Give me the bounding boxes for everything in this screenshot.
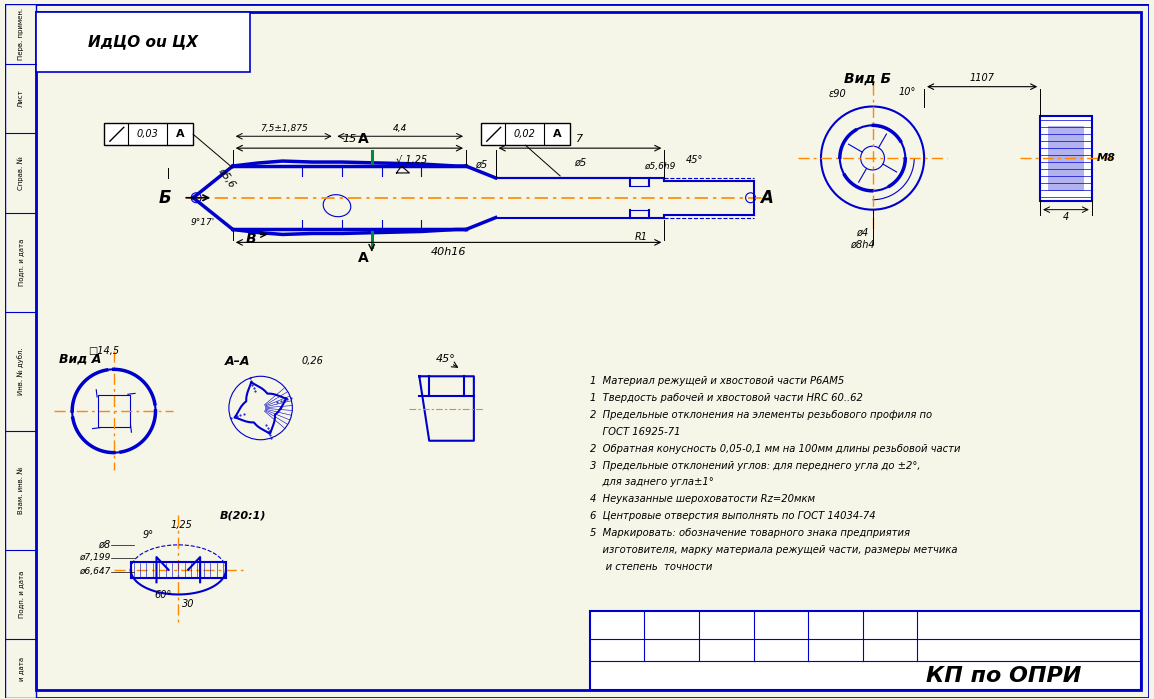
Text: Б: Б bbox=[159, 189, 171, 207]
Text: изготовителя, марку материала режущей части, размеры метчика: изготовителя, марку материала режущей ча… bbox=[590, 545, 958, 555]
Text: 10°: 10° bbox=[899, 87, 916, 96]
Text: ø8h4: ø8h4 bbox=[850, 239, 875, 250]
Text: 2  Обратная конусность 0,05-0,1 мм на 100мм длины резьбовой части: 2 Обратная конусность 0,05-0,1 мм на 100… bbox=[590, 444, 960, 454]
Text: Вид Б: Вид Б bbox=[844, 72, 891, 86]
Text: ГОСТ 16925-71: ГОСТ 16925-71 bbox=[590, 427, 681, 437]
Text: Инв. № дубл.: Инв. № дубл. bbox=[17, 347, 24, 395]
Text: 15: 15 bbox=[343, 134, 357, 144]
Text: 40h16: 40h16 bbox=[430, 247, 466, 257]
Text: КП по ОПРИ: КП по ОПРИ bbox=[926, 665, 1081, 686]
Text: ИдЦО оu ЦХ: ИдЦО оu ЦХ bbox=[88, 34, 197, 50]
Text: A: A bbox=[359, 132, 369, 146]
Text: для заднего угла±1°: для заднего угла±1° bbox=[590, 477, 713, 487]
Text: 60°: 60° bbox=[155, 589, 172, 600]
Text: ø7,199: ø7,199 bbox=[80, 554, 111, 562]
Text: и дата: и дата bbox=[17, 657, 23, 681]
Bar bbox=[1040, 117, 1092, 201]
Text: 5  Маркировать: обозначение товарного знака предприятия: 5 Маркировать: обозначение товарного зна… bbox=[590, 528, 909, 538]
Text: 3  Предельные отклонений углов: для переднего угла до ±2°,: 3 Предельные отклонений углов: для перед… bbox=[590, 461, 921, 470]
Text: Подп. и дата: Подп. и дата bbox=[17, 238, 23, 286]
Text: 0,26: 0,26 bbox=[301, 356, 323, 366]
Text: 1107: 1107 bbox=[969, 73, 995, 82]
Text: А–А: А–А bbox=[225, 355, 250, 368]
Text: 9°: 9° bbox=[143, 530, 155, 540]
Text: □14,5: □14,5 bbox=[89, 347, 120, 356]
Text: В(20:1): В(20:1) bbox=[219, 510, 267, 520]
Text: и степень  точности: и степень точности bbox=[590, 562, 712, 572]
Text: A: A bbox=[760, 189, 773, 207]
Text: A: A bbox=[359, 252, 369, 266]
Text: 45°: 45° bbox=[436, 354, 456, 364]
Text: √ 1,25: √ 1,25 bbox=[396, 155, 427, 165]
Text: 1  Твердость рабочей и хвостовой части HRC 60..62: 1 Твердость рабочей и хвостовой части HR… bbox=[590, 393, 863, 403]
Text: 4: 4 bbox=[1063, 212, 1069, 222]
Text: В: В bbox=[246, 233, 256, 247]
Text: 45°: 45° bbox=[685, 155, 703, 165]
Text: 30: 30 bbox=[182, 600, 195, 610]
Text: Справ. №: Справ. № bbox=[17, 156, 24, 190]
Text: ø8: ø8 bbox=[98, 540, 111, 550]
Text: Лист: Лист bbox=[17, 89, 23, 108]
Text: 7: 7 bbox=[576, 134, 584, 144]
Text: ø5: ø5 bbox=[574, 158, 586, 168]
Text: Подп. и дата: Подп. и дата bbox=[17, 571, 23, 618]
Text: ø5,6h9: ø5,6h9 bbox=[644, 162, 675, 171]
Bar bbox=[1048, 127, 1084, 191]
Text: Взам. инв. №: Взам. инв. № bbox=[17, 466, 23, 514]
Text: R1: R1 bbox=[635, 233, 647, 243]
Text: 4,4: 4,4 bbox=[394, 124, 407, 134]
Bar bbox=[104, 123, 193, 145]
Text: 1  Материал режущей и хвостовой части Р6АМ5: 1 Материал режущей и хвостовой части Р6А… bbox=[590, 376, 844, 387]
Bar bbox=[37, 13, 249, 72]
Text: 0,03: 0,03 bbox=[136, 129, 158, 139]
Text: 1,25: 1,25 bbox=[171, 520, 193, 530]
Text: ε90: ε90 bbox=[829, 89, 847, 99]
Text: A: A bbox=[553, 129, 562, 139]
Bar bbox=[5, 4, 37, 698]
Text: A: A bbox=[175, 129, 185, 139]
Text: 4  Неуказанные шероховатости Rz=20мкм: 4 Неуказанные шероховатости Rz=20мкм bbox=[590, 494, 815, 504]
Text: 6  Центровые отверстия выполнять по ГОСТ 14034-74: 6 Центровые отверстия выполнять по ГОСТ … bbox=[590, 511, 876, 521]
Text: Вид А: Вид А bbox=[59, 353, 102, 366]
Text: 7,5±1,875: 7,5±1,875 bbox=[260, 124, 308, 134]
Text: 2  Предельные отклонения на элементы резьбового профиля по: 2 Предельные отклонения на элементы резь… bbox=[590, 410, 932, 420]
Text: ø5,6: ø5,6 bbox=[216, 166, 237, 189]
Bar bbox=[590, 612, 1141, 690]
Text: ø4: ø4 bbox=[856, 227, 869, 238]
Text: M8: M8 bbox=[1096, 153, 1116, 163]
Text: Перв. примен.: Перв. примен. bbox=[17, 8, 23, 60]
Text: 0,02: 0,02 bbox=[514, 129, 535, 139]
Bar bbox=[481, 123, 570, 145]
Text: ø6,647: ø6,647 bbox=[80, 567, 111, 576]
Text: 9°17': 9°17' bbox=[190, 217, 215, 226]
Text: ø5: ø5 bbox=[474, 160, 487, 170]
Bar bbox=[98, 395, 129, 427]
